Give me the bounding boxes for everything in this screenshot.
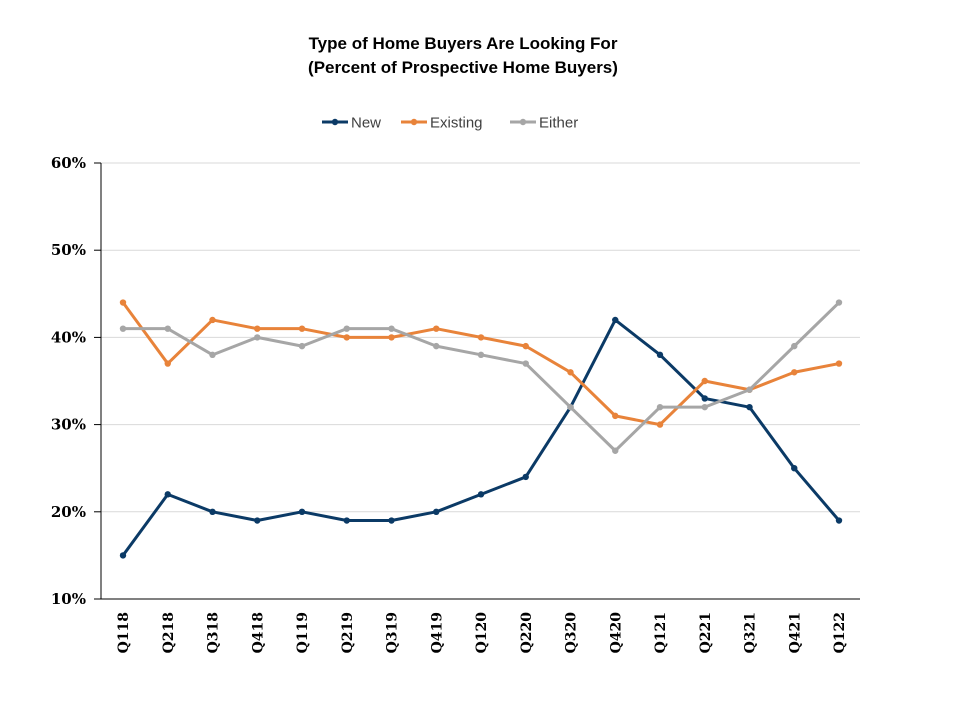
data-point-new [656,351,664,359]
data-point-new [209,508,216,515]
x-tick-label: Q420 [608,612,624,654]
data-point-new [119,552,127,559]
legend-label-existing: Existing [430,115,483,132]
series-either [119,299,843,454]
data-point-either [209,351,216,359]
x-tick-label: Q218 [161,612,177,653]
data-point-either [835,299,843,306]
series-line-existing [121,301,840,427]
data-point-new [254,517,261,524]
data-point-new [433,508,440,515]
data-point-either [477,351,485,359]
data-point-either [343,325,350,332]
legend-item-existing: Existing [401,115,483,132]
data-point-existing [477,334,485,341]
data-point-either [522,360,529,367]
data-point-either [388,325,395,332]
y-tick-label: 40% [51,328,86,346]
chart-title-line1: Type of Home Buyers Are Looking For [309,34,618,53]
y-tick-label: 30% [51,416,86,434]
data-point-existing [164,360,171,367]
data-point-either [254,334,261,341]
x-tick-label: Q121 [653,612,669,653]
data-point-existing [298,325,306,332]
data-point-existing [209,316,216,324]
x-tick-label: Q319 [385,612,401,653]
data-point-either [567,403,574,411]
data-point-new [298,508,306,515]
data-point-existing [119,299,127,306]
x-tick-label: Q118 [116,612,132,653]
data-point-new [835,517,843,524]
x-tick-label: Q221 [698,612,714,653]
data-point-either [433,342,440,350]
legend-label-new: New [351,115,381,132]
data-point-either [746,386,753,393]
data-point-existing [791,369,798,376]
data-point-new [343,517,350,524]
data-point-new [388,517,395,524]
x-tick-label: Q122 [832,612,848,653]
legend-item-new: New [322,115,381,132]
axes [100,163,860,600]
data-point-new [746,403,753,411]
data-point-new [791,465,798,472]
data-point-either [791,342,798,350]
data-point-new [477,491,485,498]
data-point-existing [254,325,261,332]
data-point-existing [612,412,619,420]
x-tick-label: Q418 [250,612,266,653]
data-point-existing [656,421,664,428]
x-tick-label: Q421 [787,612,803,653]
series-lines [119,299,843,559]
legend-marker-new [331,118,339,126]
chart-title-line2: (Percent of Prospective Home Buyers) [308,58,618,77]
data-point-existing [388,334,395,341]
data-point-new [522,473,529,481]
y-tick-label: 60% [51,154,86,172]
data-point-existing [522,342,529,350]
data-point-either [298,342,306,350]
data-point-new [164,491,171,498]
data-point-either [656,403,664,411]
data-point-new [701,395,708,402]
data-point-existing [835,360,843,367]
data-point-either [164,325,171,332]
data-point-existing [343,334,350,341]
legend-item-either: Either [510,115,578,132]
x-tick-label: Q219 [340,612,356,653]
x-tick-label: Q320 [564,612,580,654]
y-tick-label: 20% [51,503,86,521]
x-tick-label: Q321 [743,612,759,653]
legend: New Existing Either [322,115,578,132]
x-tick-label: Q419 [429,612,445,653]
legend-marker-existing [410,118,418,126]
data-point-either [701,403,708,411]
x-tick-label: Q120 [474,612,490,654]
x-tick-label: Q119 [295,612,311,653]
legend-marker-either [519,118,527,126]
x-tick-label: Q318 [206,612,222,653]
data-point-existing [433,325,440,332]
y-axis-ticks: 10% 20% 30% 40% 50% 60% [51,154,101,608]
series-existing [119,299,843,428]
x-axis-ticks: Q118 Q218 Q318 Q418 Q119 Q219 Q319 Q419 Q120 Q220… [116,612,848,654]
x-tick-label: Q220 [519,612,535,654]
data-point-either [612,447,619,454]
data-point-existing [567,369,574,376]
data-point-new [612,316,619,324]
data-point-either [119,325,127,332]
data-point-existing [701,377,708,385]
y-tick-label: 10% [51,590,86,608]
y-tick-label: 50% [51,241,86,259]
legend-label-either: Either [539,115,578,132]
